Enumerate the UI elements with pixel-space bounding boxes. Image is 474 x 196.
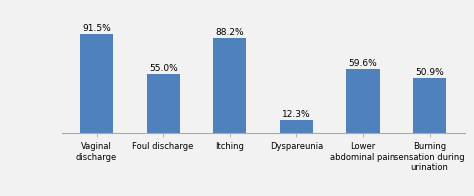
Bar bbox=[280, 120, 313, 133]
Text: 91.5%: 91.5% bbox=[82, 24, 111, 33]
Bar bbox=[80, 34, 113, 133]
Text: 55.0%: 55.0% bbox=[149, 64, 178, 73]
Text: 50.9%: 50.9% bbox=[415, 68, 444, 77]
Text: 59.6%: 59.6% bbox=[348, 59, 377, 68]
Text: 88.2%: 88.2% bbox=[216, 28, 244, 37]
Bar bbox=[346, 69, 380, 133]
Bar bbox=[146, 74, 180, 133]
Text: 12.3%: 12.3% bbox=[282, 110, 310, 119]
Bar bbox=[213, 38, 246, 133]
Bar bbox=[413, 78, 446, 133]
